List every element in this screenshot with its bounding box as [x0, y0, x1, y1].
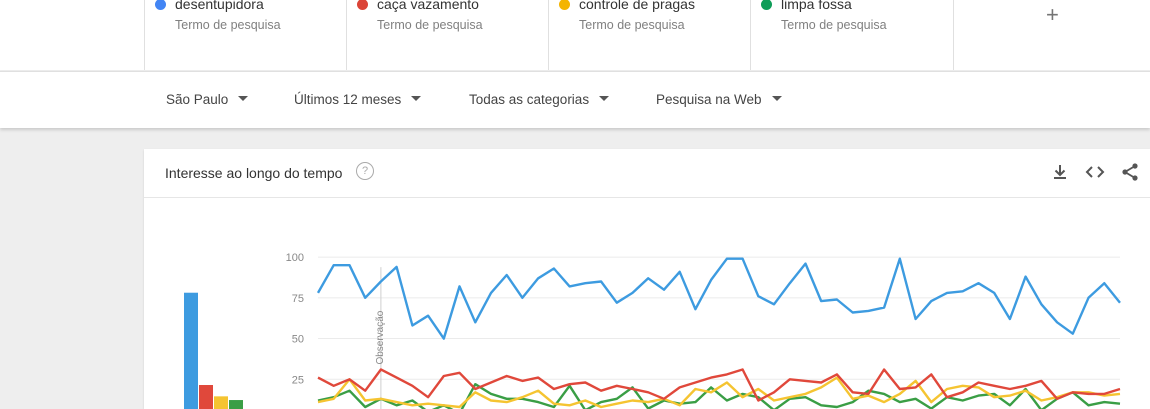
region-label: São Paulo [166, 92, 229, 107]
series-color-dot [761, 0, 772, 10]
average-bar [199, 385, 213, 409]
term-subtitle: Termo de pesquisa [175, 18, 281, 32]
term-name[interactable]: controle de pragas [579, 0, 695, 12]
search-type-dropdown[interactable]: Pesquisa na Web [656, 92, 782, 107]
help-icon[interactable]: ? [356, 162, 374, 180]
term-subtitle: Termo de pesquisa [579, 18, 685, 32]
term-card-2[interactable]: controle de pragas Termo de pesquisa [548, 0, 751, 70]
add-comparison-button[interactable]: + [953, 0, 1150, 70]
trend-chart: 100 75 50 25 Observação [184, 252, 1121, 409]
series-color-dot [357, 0, 368, 10]
search-type-label: Pesquisa na Web [656, 92, 762, 107]
term-name[interactable]: desentupidora [175, 0, 264, 12]
average-bar [184, 292, 198, 409]
card-divider [144, 197, 1150, 198]
filter-bar: São Paulo Últimos 12 meses Todas as cate… [0, 71, 1150, 128]
term-card-3[interactable]: limpa fossa Termo de pesquisa [750, 0, 954, 70]
y-tick-label: 50 [292, 334, 304, 346]
time-range-label: Últimos 12 meses [294, 92, 402, 107]
interest-over-time-card: Interesse ao longo do tempo ? 100 75 50 25 O… [144, 149, 1150, 409]
y-tick-label: 75 [292, 293, 304, 305]
card-title: Interesse ao longo do tempo [165, 165, 343, 181]
plus-icon: + [1046, 2, 1059, 27]
y-tick-label: 25 [292, 374, 304, 386]
term-subtitle: Termo de pesquisa [377, 18, 483, 32]
series-color-dot [155, 0, 166, 10]
region-dropdown[interactable]: São Paulo [166, 92, 249, 107]
caret-down-icon [238, 95, 249, 101]
embed-icon[interactable] [1084, 161, 1106, 183]
search-terms-bar: desentupidora Termo de pesquisa caça vaz… [0, 0, 1150, 70]
caret-down-icon [599, 95, 610, 101]
download-icon[interactable] [1049, 161, 1071, 183]
term-name[interactable]: limpa fossa [781, 0, 852, 12]
caret-down-icon [411, 95, 422, 101]
term-card-1[interactable]: caça vazamento Termo de pesquisa [346, 0, 549, 70]
series-color-dot [559, 0, 570, 10]
y-tick-label: 100 [286, 252, 304, 264]
term-name[interactable]: caça vazamento [377, 0, 479, 12]
category-label: Todas as categorias [469, 92, 590, 107]
average-bar [214, 396, 228, 409]
caret-down-icon [771, 95, 782, 101]
series-line[interactable] [317, 382, 1121, 409]
series-line[interactable] [317, 368, 1121, 402]
average-bar [229, 400, 243, 409]
term-subtitle: Termo de pesquisa [781, 18, 887, 32]
time-range-dropdown[interactable]: Últimos 12 meses [294, 92, 422, 107]
category-dropdown[interactable]: Todas as categorias [469, 92, 610, 107]
annotation-label[interactable]: Observação [375, 310, 386, 364]
series-line[interactable] [316, 257, 1121, 340]
term-card-0[interactable]: desentupidora Termo de pesquisa [144, 0, 347, 70]
share-icon[interactable] [1119, 161, 1141, 183]
